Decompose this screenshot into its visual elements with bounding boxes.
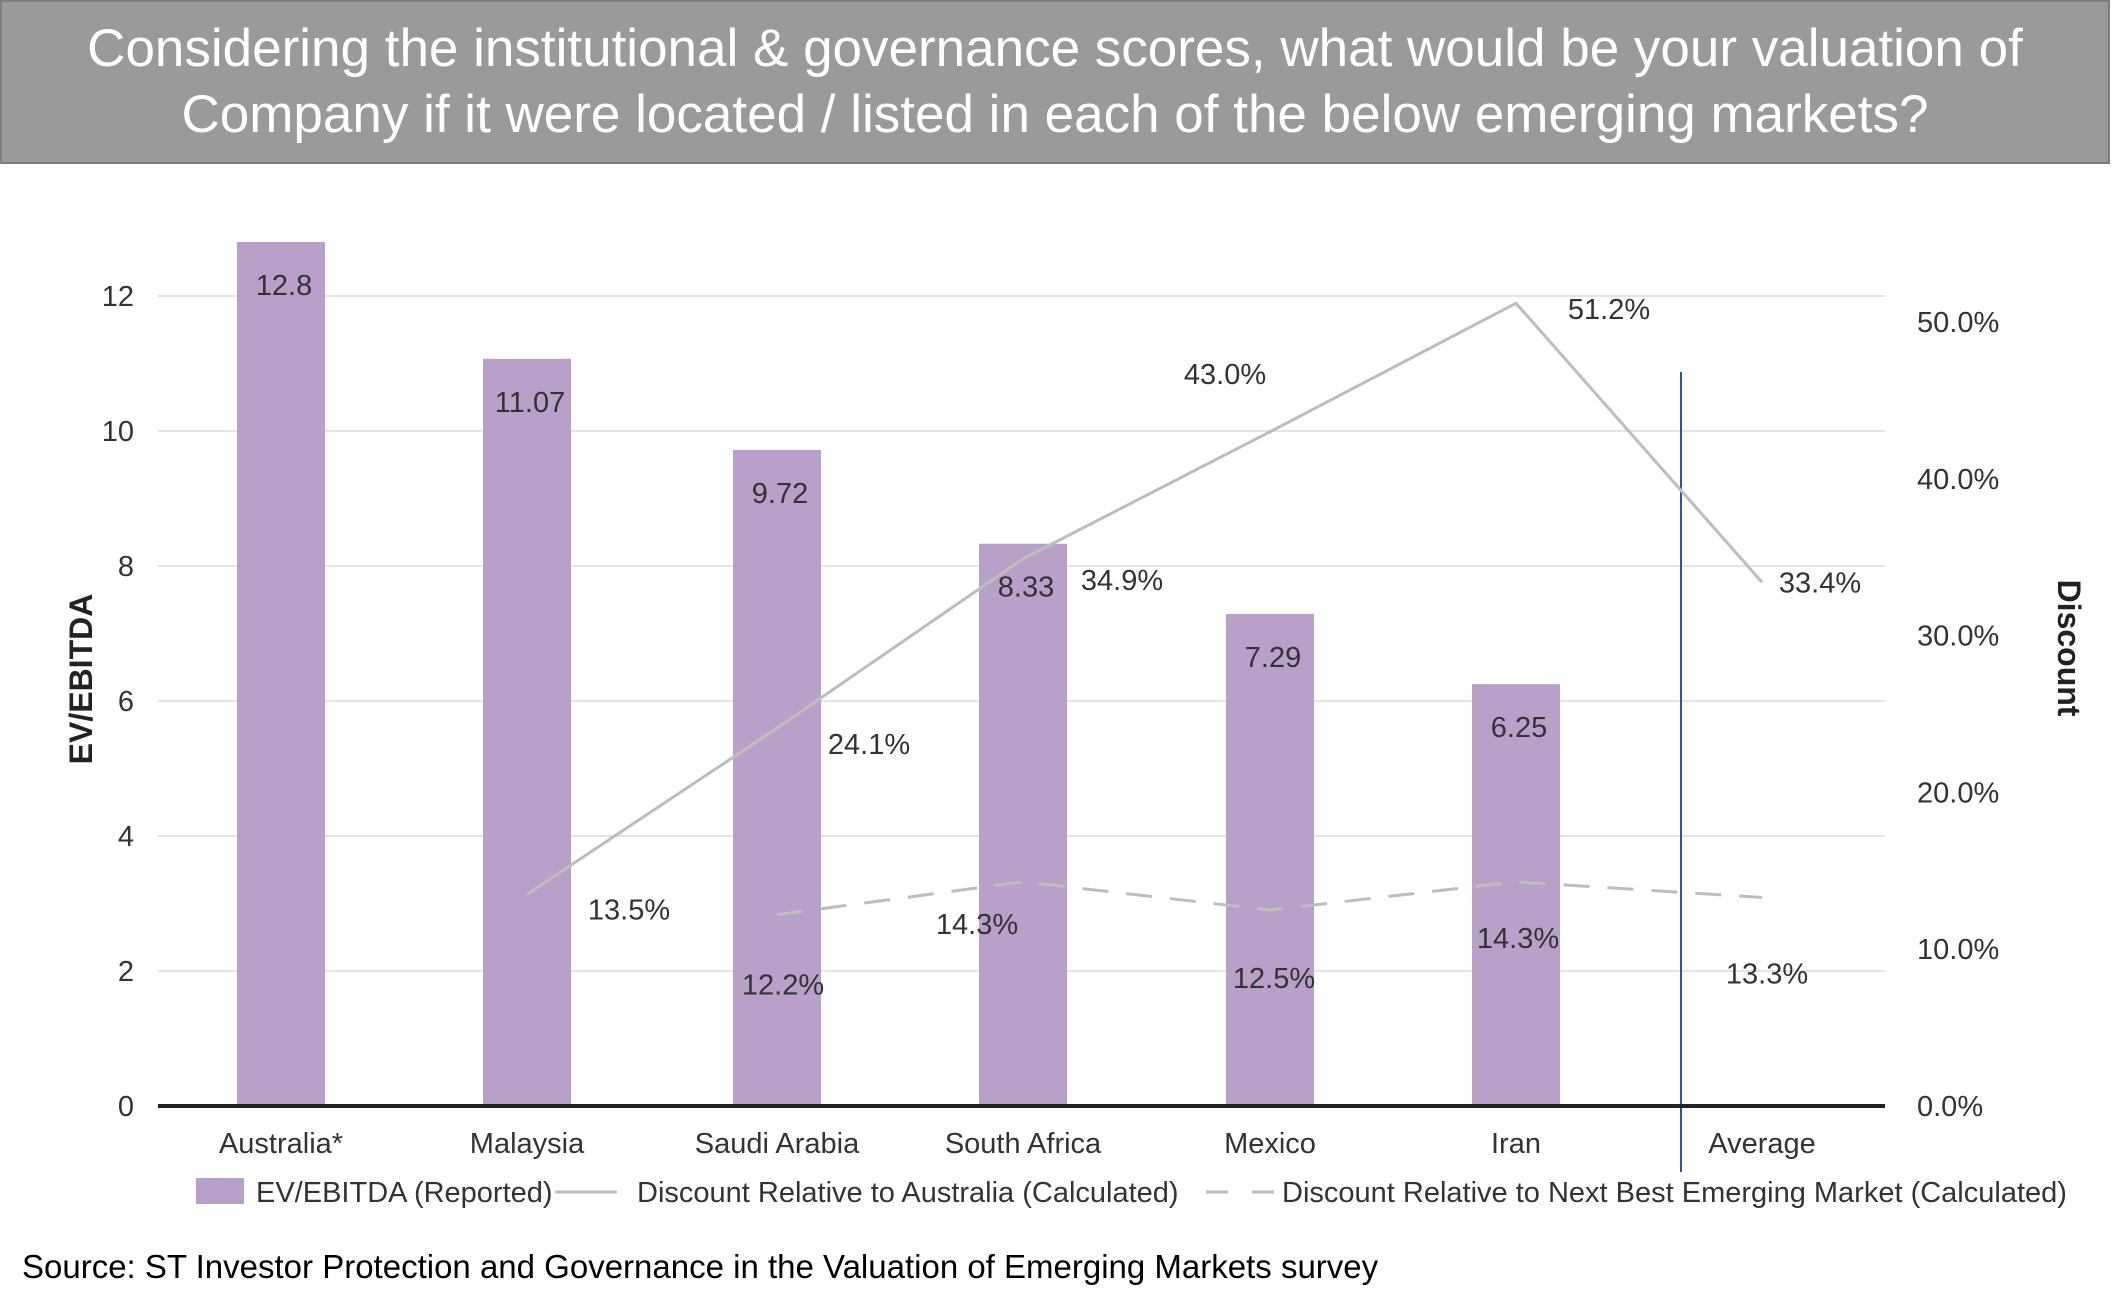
y-tick-label: 6 — [118, 686, 134, 718]
x-tick-label: South Africa — [945, 1128, 1102, 1160]
x-tick-label: Iran — [1491, 1128, 1541, 1160]
line-discount-next-best — [776, 880, 1763, 917]
line-value-label: 13.5% — [588, 894, 670, 926]
y2-axis-title: Discount — [2051, 580, 2087, 717]
line-value-label: 24.1% — [828, 729, 910, 761]
x-tick-label: Average — [1708, 1128, 1816, 1160]
bar-value-label: 6.25 — [1491, 712, 1547, 744]
bar-mexico — [1226, 613, 1314, 1106]
bar-value-label: 8.33 — [998, 572, 1054, 604]
question-text: Considering the institutional & governan… — [87, 19, 2023, 144]
y-tick-label: 4 — [118, 821, 134, 853]
legend-label: EV/EBITDA (Reported) — [256, 1177, 553, 1209]
line-value-label: 34.9% — [1081, 565, 1163, 597]
y-tick-label: 8 — [118, 551, 134, 583]
question-banner: Considering the institutional & governan… — [0, 0, 2110, 164]
line-value-label: 12.5% — [1233, 963, 1315, 995]
bar-value-label: 9.72 — [752, 478, 808, 510]
legend-label: Discount Relative to Next Best Emerging … — [1282, 1177, 2067, 1209]
y2-tick-label: 50.0% — [1917, 307, 1999, 339]
bar-saudi-arabia — [733, 449, 821, 1106]
y-tick-label: 10 — [102, 416, 134, 448]
y2-tick-label: 20.0% — [1917, 777, 1999, 809]
y2-tick-label: 40.0% — [1917, 464, 1999, 496]
bar-value-label: 11.07 — [495, 387, 565, 419]
y2-tick-label: 10.0% — [1917, 934, 1999, 966]
bar-malaysia — [483, 358, 571, 1106]
line-value-label: 14.3% — [936, 909, 1018, 941]
y2-tick-label: 30.0% — [1917, 621, 1999, 653]
line-value-label: 13.3% — [1726, 958, 1808, 990]
line-value-label: 12.2% — [742, 970, 824, 1002]
x-tick-label: Malaysia — [470, 1128, 585, 1160]
line-discount-australia — [526, 301, 1764, 896]
line-value-label: 33.4% — [1779, 567, 1861, 599]
ev-ebitda-chart: 0 2 4 6 8 10 12 0.0% 10.0% 20.0% 30.0% 40.0% 50.0% EV… — [63, 242, 2087, 1209]
x-tick-label: Saudi Arabia — [695, 1128, 860, 1160]
y-tick-label: 12 — [102, 281, 134, 313]
y-axis-title: EV/EBITDA — [63, 594, 99, 765]
bar-south-africa — [979, 543, 1067, 1106]
bar-value-label: 7.29 — [1245, 642, 1301, 674]
x-tick-label: Australia* — [219, 1128, 343, 1160]
y2-tick-label: 0.0% — [1917, 1091, 1983, 1123]
y-tick-label: 0 — [118, 1091, 134, 1123]
line-value-label: 43.0% — [1184, 359, 1266, 391]
bar-value-label: 12.8 — [256, 270, 312, 302]
bar-australia- — [237, 242, 325, 1106]
bar-iran — [1472, 684, 1560, 1106]
legend-swatch-bar — [196, 1178, 244, 1204]
line-value-label: 51.2% — [1568, 294, 1650, 326]
line-value-label: 14.3% — [1477, 923, 1559, 955]
source-note: Source: ST Investor Protection and Gover… — [22, 1248, 1379, 1285]
x-tick-label: Mexico — [1224, 1128, 1316, 1160]
y-tick-label: 2 — [118, 956, 134, 988]
legend-label: Discount Relative to Australia (Calculat… — [637, 1177, 1179, 1209]
